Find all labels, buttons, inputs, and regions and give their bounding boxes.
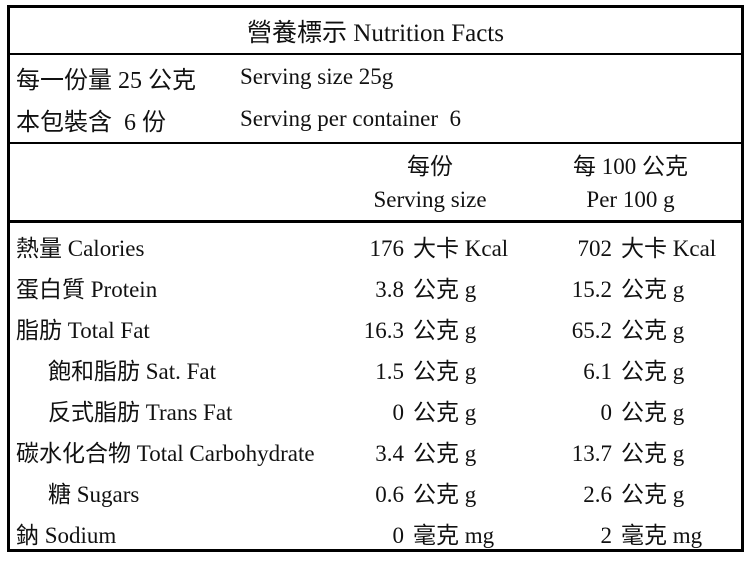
per-100g-header-en: Per 100 g (586, 187, 675, 212)
nutrient-label: 蛋白質 Protein (16, 276, 158, 302)
unit-label: 公克 g (621, 317, 685, 343)
unit-label: 公克 g (413, 358, 477, 384)
serving-size-label-en: Serving size 25g (240, 64, 394, 89)
per-100g-value: 702 大卡 Kcal (520, 229, 741, 263)
servings-per-container-row: 本包裝含 6 份 Serving per container 6 (10, 98, 741, 140)
per-serving-value: 16.3 公克 g (340, 311, 520, 345)
nutrient-row-carbohydrate: 碳水化合物 Total Carbohydrate 3.4 公克 g 13.7 公… (10, 430, 741, 471)
per-serving-value: 1.5 公克 g (340, 352, 520, 386)
per-serving-value: 0 毫克 mg (340, 516, 520, 550)
column-header-row: 每份 Serving size 每 100 公克 Per 100 g (10, 144, 741, 223)
nutrient-row-sodium: 鈉 Sodium 0 毫克 mg 2 毫克 mg (10, 512, 741, 553)
serving-info-section: 每一份量 25 公克 Serving size 25g 本包裝含 6 份 Ser… (10, 55, 741, 144)
nutrient-row-protein: 蛋白質 Protein 3.8 公克 g 15.2 公克 g (10, 266, 741, 307)
nutrient-row-sat-fat: 飽和脂肪 Sat. Fat 1.5 公克 g 6.1 公克 g (10, 348, 741, 389)
servings-per-container-label-zh: 本包裝含 6 份 (16, 109, 166, 136)
per-100g-value: 13.7 公克 g (520, 434, 741, 468)
per-serving-value: 0.6 公克 g (340, 475, 520, 509)
nutrient-label: 脂肪 Total Fat (16, 317, 150, 343)
per-100g-header-zh: 每 100 公克 (573, 154, 688, 179)
page-title: 營養標示 Nutrition Facts (10, 8, 741, 55)
per-100g-value: 15.2 公克 g (520, 270, 741, 304)
serving-size-row: 每一份量 25 公克 Serving size 25g (10, 56, 741, 98)
column-header-per-100g: 每 100 公克 Per 100 g (520, 150, 741, 216)
per-100g-value: 65.2 公克 g (520, 311, 741, 345)
column-header-per-serving: 每份 Serving size (340, 150, 520, 216)
per-serving-header-zh: 每份 (407, 154, 453, 179)
nutrient-label: 碳水化合物 Total Carbohydrate (16, 440, 315, 466)
unit-label: 公克 g (621, 399, 685, 425)
serving-size-label-zh: 每一份量 25 公克 (16, 67, 196, 94)
nutrient-row-total-fat: 脂肪 Total Fat 16.3 公克 g 65.2 公克 g (10, 307, 741, 348)
nutrient-table: 熱量 Calories 176 大卡 Kcal 702 大卡 Kcal 蛋白質 … (10, 223, 741, 553)
nutrient-row-calories: 熱量 Calories 176 大卡 Kcal 702 大卡 Kcal (10, 225, 741, 266)
nutrient-label: 飽和脂肪 Sat. Fat (48, 358, 217, 384)
unit-label: 公克 g (621, 276, 685, 302)
column-header-spacer (10, 150, 340, 216)
unit-label: 公克 g (621, 440, 685, 466)
nutrient-label: 熱量 Calories (16, 235, 145, 261)
unit-label: 公克 g (413, 399, 477, 425)
per-serving-value: 3.4 公克 g (340, 434, 520, 468)
unit-label: 大卡 Kcal (413, 235, 509, 261)
unit-label: 公克 g (413, 440, 477, 466)
per-serving-value: 3.8 公克 g (340, 270, 520, 304)
unit-label: 大卡 Kcal (621, 235, 717, 261)
servings-per-container-label-en: Serving per container 6 (240, 106, 461, 131)
nutrition-facts-label: 營養標示 Nutrition Facts 每一份量 25 公克 Serving … (7, 5, 744, 552)
unit-label: 公克 g (413, 276, 477, 302)
unit-label: 公克 g (621, 358, 685, 384)
nutrient-row-sugars: 糖 Sugars 0.6 公克 g 2.6 公克 g (10, 471, 741, 512)
unit-label: 公克 g (621, 481, 685, 507)
nutrient-label: 反式脂肪 Trans Fat (48, 399, 233, 425)
per-100g-value: 6.1 公克 g (520, 352, 741, 386)
per-100g-value: 2.6 公克 g (520, 475, 741, 509)
nutrient-label: 鈉 Sodium (16, 522, 117, 548)
per-serving-header-en: Serving size (373, 187, 487, 212)
per-100g-value: 2 毫克 mg (520, 516, 741, 550)
per-100g-value: 0 公克 g (520, 393, 741, 427)
unit-label: 毫克 mg (621, 522, 703, 548)
per-serving-value: 176 大卡 Kcal (340, 229, 520, 263)
unit-label: 毫克 mg (413, 522, 495, 548)
unit-label: 公克 g (413, 481, 477, 507)
unit-label: 公克 g (413, 317, 477, 343)
nutrient-row-trans-fat: 反式脂肪 Trans Fat 0 公克 g 0 公克 g (10, 389, 741, 430)
per-serving-value: 0 公克 g (340, 393, 520, 427)
nutrient-label: 糖 Sugars (48, 481, 140, 507)
